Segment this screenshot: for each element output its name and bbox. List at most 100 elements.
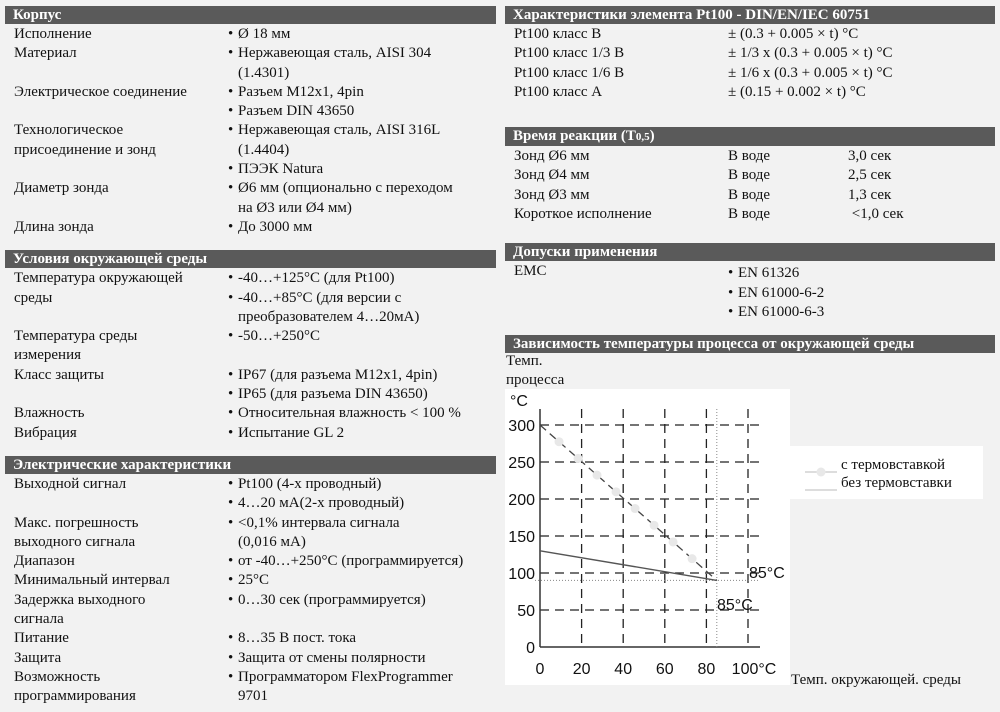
bullet-item: До 3000 мм [228, 218, 496, 238]
row-value: 0…30 сек (программируется) [228, 591, 496, 630]
table-row: Диаметр зонда Ø6 мм (опционально с перехо… [5, 179, 496, 218]
section-header: Корпус [5, 6, 496, 24]
x-tick-label: 20 [573, 661, 591, 678]
series-marker [649, 520, 659, 530]
row-value: от -40…+250°C (программируется) [228, 552, 496, 572]
row-label: Минимальный интервал [14, 572, 170, 589]
bullet-item: Pt100 (4-х проводный) [228, 475, 496, 495]
row-value: Программатором FlexProgrammer 9701 [228, 668, 496, 707]
row-label: Влажность [14, 405, 85, 422]
series-marker [554, 437, 564, 447]
row-label: Диапазон [14, 553, 75, 570]
row-value: Испытание GL 2 [228, 424, 496, 444]
y-tick-label: 300 [508, 418, 535, 435]
bullet-item: от -40…+250°C (программируется) [228, 552, 496, 572]
bullet-item: IP67 (для разъема M12x1, 4pin) [228, 366, 496, 386]
row-value: Pt100 (4-х проводный)4…20 мА(2-х проводн… [228, 475, 496, 514]
row-value: -50…+250°C [228, 327, 496, 366]
table-row: Вибрация Испытание GL 2 [5, 424, 496, 444]
row-label: Защита [14, 649, 62, 666]
table-row: Технологическое присоединение и зонд Нерж… [5, 121, 496, 179]
header-text-end: ) [649, 128, 655, 145]
legend-label-with-insert: с термовставкой [841, 457, 946, 473]
table-row: Pt100 класс 1/6 B ± 1/6 x (0.3 + 0.005 × … [505, 64, 995, 83]
x-tick-label: 60 [656, 661, 674, 678]
left-column: Корпус Исполнение Ø 18 мм Материал Нержавеющ… [5, 6, 496, 712]
row-time: 3,0 сек [848, 148, 892, 165]
row-label: Короткое исполнение [514, 206, 652, 223]
right-column: Характеристики элемента Pt100 - DIN/EN/I… [505, 6, 995, 354]
bullet-item: Разъем M12x1, 4pin [228, 83, 496, 103]
table-row: Зонд Ø6 мм В воде 3,0 сек [505, 147, 995, 166]
y-tick-label: 100 [508, 566, 535, 583]
row-label: Электрическое соединение [14, 83, 187, 100]
bullet-item: Нержавеющая сталь, AISI 316L (1.4404) [228, 121, 496, 160]
chart-background [505, 389, 790, 685]
y-tick-label: 50 [517, 603, 535, 620]
table-row: Короткое исполнение В воде <1,0 сек [505, 205, 995, 224]
table-row: Защита Защита от смены полярности [5, 649, 496, 669]
row-label: Pt100 класс 1/6 B [514, 64, 625, 81]
table-row: Материал Нержавеющая сталь, AISI 304 (1.4… [5, 44, 496, 83]
x-tick-label: 100°C [732, 661, 777, 678]
bullet-item: -40…+85°C (для версии с преобразователем… [228, 289, 496, 328]
table-row: Зонд Ø3 мм В воде 1,3 сек [505, 186, 995, 205]
row-label: Зонд Ø6 мм [514, 148, 590, 165]
series-line-with-insert [539, 424, 718, 581]
series-line-without-insert [539, 550, 717, 582]
row-label: Pt100 класс B [514, 26, 602, 42]
row-medium: В воде [728, 206, 771, 223]
row-value: Относительная влажность < 100 % [228, 404, 496, 424]
row-time: 2,5 сек [848, 167, 892, 184]
row-value: Нержавеющая сталь, AISI 316L (1.4404)ПЭЭ… [228, 121, 496, 179]
row-label: Длина зонда [14, 218, 94, 235]
row-label: Выходной сигнал [14, 475, 127, 492]
row-label: Задержка выходного сигнала [14, 591, 146, 628]
series-marker [573, 453, 583, 463]
table-row: Питание 8…35 В пост. тока [5, 629, 496, 649]
table-row: Длина зонда До 3000 мм [5, 218, 496, 238]
x-tick-label: 40 [614, 661, 632, 678]
row-label: Макс. погрешность выходного сигнала [14, 514, 139, 550]
row-value: 8…35 В пост. тока [228, 629, 496, 649]
table-row: Температура среды измерения -50…+250°C [5, 327, 496, 366]
table-row: Температура окружающей среды -40…+125°C (… [5, 269, 496, 327]
bullet-item: Защита от смены полярности [228, 649, 496, 669]
pt100-section: Характеристики элемента Pt100 - DIN/EN/I… [505, 6, 995, 102]
table-row: Электрическое соединение Разъем M12x1, 4p… [5, 83, 496, 122]
bullet-item: EN 61326 [728, 264, 995, 284]
bullet-item: Программатором FlexProgrammer 9701 [228, 668, 496, 707]
table-row: Выходной сигнал Pt100 (4-х проводный)4…20… [5, 475, 496, 514]
table-row: Диапазон от -40…+250°C (программируется) [5, 552, 496, 572]
table-row: Pt100 класс A ± (0.15 + 0.002 × t) °C [505, 83, 995, 102]
y-tick-label: 150 [508, 529, 535, 546]
row-value: Разъем M12x1, 4pinРазъем DIN 43650 [228, 83, 496, 122]
row-value: IP67 (для разъема M12x1, 4pin)IP65 (для … [228, 366, 496, 405]
bullet-item: EN 61000-6-3 [728, 303, 995, 323]
row-label: Диаметр зонда [14, 180, 109, 197]
row-label: Исполнение [14, 26, 92, 42]
table-row: Pt100 класс 1/3 B ± 1/3 x (0.3 + 0.005 × … [505, 44, 995, 63]
series-marker [592, 470, 602, 480]
row-value: Нержавеющая сталь, AISI 304 (1.4301) [228, 44, 496, 83]
table-row: Класс защиты IP67 (для разъема M12x1, 4pi… [5, 366, 496, 405]
y-tick-label: 250 [508, 455, 535, 472]
bullet-item: 4…20 мА(2-х проводный) [228, 494, 496, 514]
response-section: Время реакции (T0,5) Зонд Ø6 мм В воде 3,0… [505, 127, 995, 224]
header-text: Время реакции (T [513, 128, 636, 145]
bullet-item: -50…+250°C [228, 327, 496, 347]
table-row: Зонд Ø4 мм В воде 2,5 сек [505, 166, 995, 185]
row-label: Температура окружающей среды [14, 270, 183, 306]
row-medium: В воде [728, 167, 771, 184]
bullet-item: EN 61000-6-2 [728, 284, 995, 304]
row-label: Технологическое присоединение и зонд [14, 122, 156, 158]
section: Электрические характеристики Выходной сиг… [5, 455, 496, 707]
bullet-item: IP65 (для разъема DIN 43650) [228, 385, 496, 405]
row-label: Pt100 класс A [514, 83, 603, 100]
bullet-item: 0…30 сек (программируется) [228, 591, 496, 611]
x-tick-label: 80 [698, 661, 716, 678]
row-label: Вибрация [14, 424, 77, 441]
row-value: ± 1/3 x (0.3 + 0.005 × t) °C [728, 45, 893, 62]
table-row: Pt100 класс B ± (0.3 + 0.005 × t) °C [505, 25, 995, 44]
section: Условия окружающей среды Температура окру… [5, 250, 496, 443]
